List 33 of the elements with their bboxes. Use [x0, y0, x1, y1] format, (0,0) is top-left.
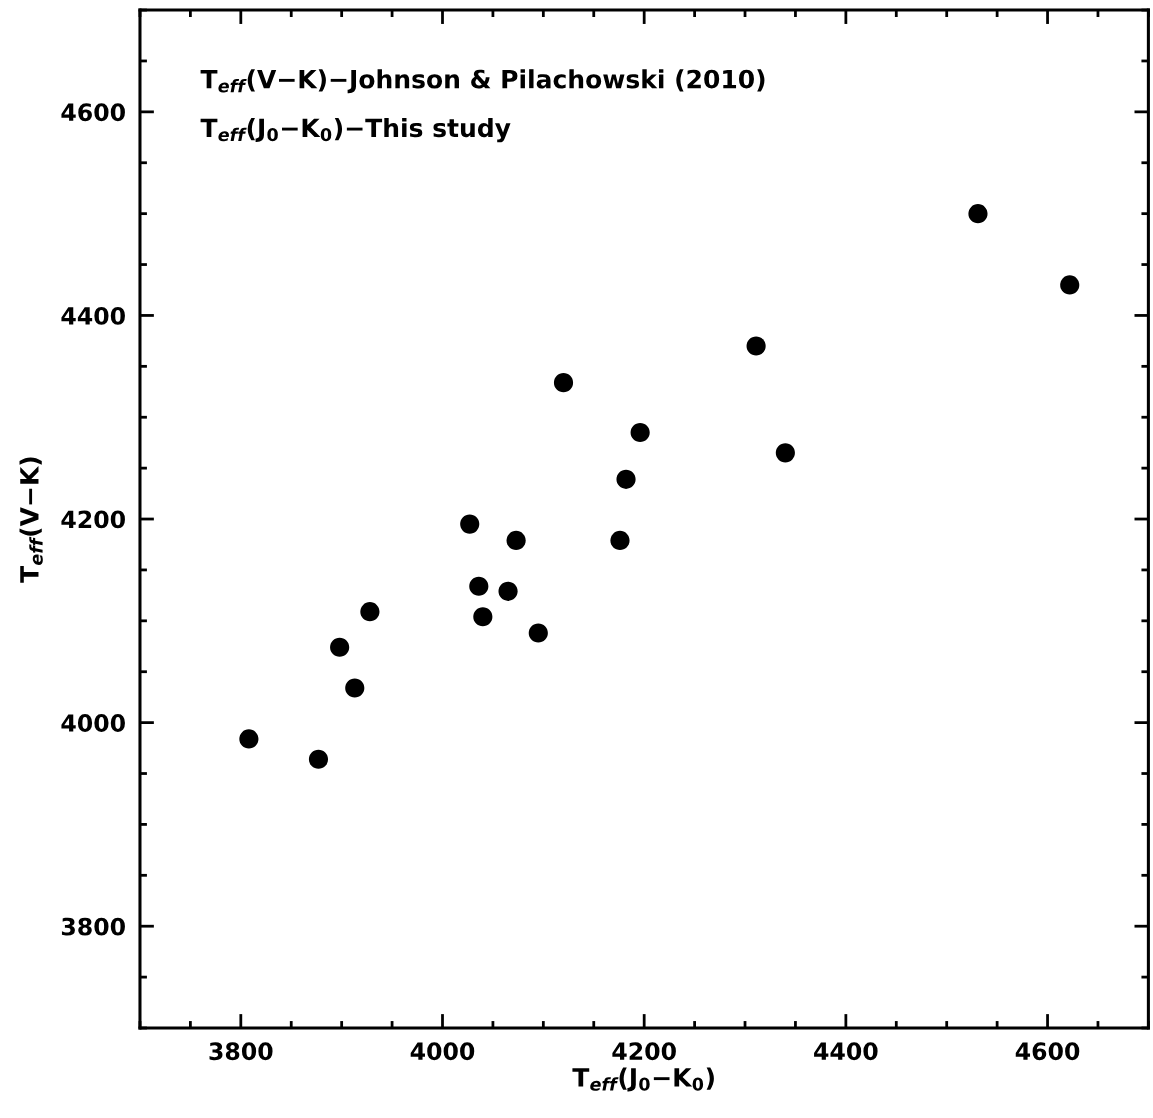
x-tick-label: 4200: [612, 1042, 676, 1061]
y-axis-title: T$_{eff}$(V−K): [19, 457, 43, 583]
point: [506, 530, 526, 550]
point: [330, 637, 350, 657]
x-tick-label: 4400: [814, 1042, 878, 1061]
y-tick-label: 4000: [61, 714, 125, 732]
x-tick-label: 4000: [410, 1042, 475, 1061]
y-tick-label: 4200: [61, 510, 125, 529]
point: [968, 204, 988, 224]
point: [553, 373, 574, 393]
y-tick-label: 3800: [61, 917, 125, 936]
point: [746, 336, 766, 356]
point: [239, 729, 259, 749]
y-tick-label: 4400: [61, 306, 125, 325]
x-tick-label: 4600: [1015, 1042, 1080, 1061]
point: [308, 749, 329, 769]
annotation: T$_{eff}$(V−K)−Johnson & Pilachowski (2010): [200, 69, 765, 94]
x-axis-title: T$_{eff}$(J$_{0}$−K$_{0}$): [572, 1067, 714, 1092]
point: [1060, 275, 1080, 295]
point: [528, 623, 548, 643]
point: [630, 422, 650, 443]
point: [469, 576, 489, 596]
point: [460, 514, 480, 534]
point: [345, 678, 365, 698]
point: [610, 530, 630, 550]
x-tick-label: 3800: [209, 1042, 273, 1061]
point: [473, 607, 493, 627]
point: [360, 602, 380, 622]
y-tick-label: 4600: [61, 103, 125, 122]
point: [775, 443, 795, 463]
annotation: T$_{eff}$(J$_{0}$−K$_{0}$)−This study: [200, 117, 511, 143]
point: [616, 469, 636, 489]
point: [498, 581, 518, 601]
